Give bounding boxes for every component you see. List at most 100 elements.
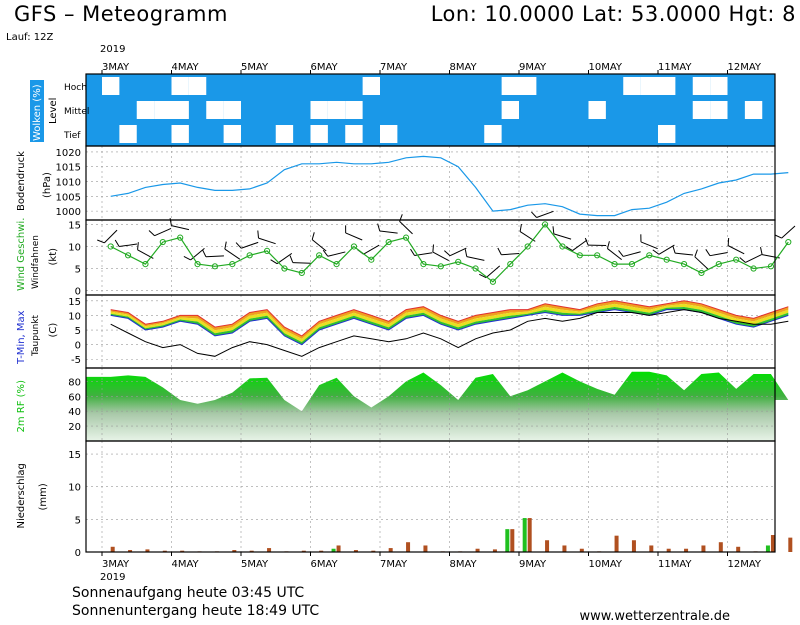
wind-axis-subtitle: Windfahnen	[31, 235, 41, 289]
y-tick-label: 60	[68, 392, 81, 403]
wind-barb	[363, 244, 380, 255]
tmin-line	[110, 309, 789, 346]
cloud-level-label: Mittel	[64, 107, 89, 117]
wind-barb-flag	[270, 259, 278, 265]
wind-speed-point	[489, 278, 497, 285]
wind-barb	[311, 239, 327, 252]
wind-barb	[623, 251, 641, 257]
y-tick-label: 40	[68, 407, 81, 418]
cloud-gap-hoch	[102, 77, 120, 95]
y-tick-label: 15	[68, 297, 81, 308]
wind-speed-point	[298, 269, 305, 277]
wind-barb	[103, 229, 118, 244]
wind-speed-point	[142, 261, 149, 268]
wind-barb	[345, 232, 363, 241]
wind-speed-point	[750, 265, 757, 272]
precip-axis-title: Niederschlag	[16, 463, 27, 528]
wind-barb-flag	[289, 255, 294, 263]
cloud-title-bg	[30, 80, 44, 142]
precip-axis-unit: (mm)	[38, 483, 49, 510]
wind-speed-point	[455, 258, 462, 266]
precip-bar	[527, 518, 532, 552]
date-label-top: 12MAY	[728, 62, 762, 73]
date-label-top: 7MAY	[380, 62, 408, 73]
precip-bar	[128, 550, 133, 552]
wind-speed-point	[559, 243, 566, 250]
wind-barb	[572, 239, 588, 251]
date-label-top: 4MAY	[172, 62, 200, 73]
wind-barb	[224, 248, 241, 260]
wind-barb-flag	[311, 232, 315, 240]
wind-speed-point	[159, 238, 166, 246]
precip-bar-convective	[765, 545, 770, 552]
temperature-axis-title: T-Min, Max	[16, 310, 27, 365]
wind-speed-point	[246, 252, 253, 259]
cloud-gap-tief	[275, 125, 294, 143]
dewpoint-line	[110, 309, 789, 357]
wind-barb	[119, 243, 138, 248]
wind-speed-point	[420, 261, 427, 268]
precip-bar	[267, 548, 272, 552]
cloud-gap-hoch	[692, 77, 711, 95]
wind-barb-flag	[531, 211, 537, 218]
wind-barb-flag	[760, 247, 763, 255]
wind-speed-point	[715, 261, 722, 268]
wind-barb-flag	[552, 226, 555, 234]
location-coordinates: Lon: 10.0000 Lat: 53.0000 Hgt: 8	[430, 2, 796, 26]
date-label-bottom: 6MAY	[311, 559, 339, 570]
cloud-gap-mittel	[345, 101, 363, 119]
cloud-level-label: Tief	[63, 131, 81, 141]
panel-border	[85, 440, 776, 553]
wind-speed-point	[350, 243, 358, 250]
date-label-bottom: 10MAY	[589, 559, 623, 570]
cloud-gap-hoch	[640, 77, 658, 95]
wind-speed-point	[124, 252, 132, 259]
wind-barb	[171, 225, 190, 231]
precip-bar	[388, 548, 393, 552]
wind-speed-point	[263, 247, 271, 254]
wind-speed-point	[541, 221, 549, 228]
tmin-band	[110, 307, 789, 345]
date-label-bottom: 5MAY	[241, 559, 269, 570]
wind-barb	[501, 252, 520, 256]
wind-barb	[694, 256, 709, 270]
precip-bar	[614, 535, 619, 552]
precip-bar	[110, 546, 115, 552]
cloud-gap-mittel	[154, 101, 172, 119]
precip-bar	[579, 548, 584, 552]
wind-speed-point	[507, 261, 514, 268]
date-label-top: 9MAY	[519, 62, 547, 73]
cloud-gap-mittel	[501, 101, 519, 119]
date-label-bottom: 11MAY	[658, 559, 692, 570]
wind-speed-point	[177, 234, 184, 241]
wind-barb	[640, 241, 658, 250]
website-link[interactable]: www.wetterzentrale.de	[579, 609, 730, 624]
cloud-gap-mittel	[327, 101, 346, 119]
wind-barb-flag	[432, 244, 435, 253]
y-tick-label: 5	[75, 515, 81, 526]
precip-bar	[406, 542, 411, 552]
cloud-gap-tief	[223, 125, 241, 143]
wind-barb-flag	[410, 248, 415, 256]
precip-bar	[788, 537, 793, 552]
precip-bar	[492, 549, 497, 552]
wind-barb	[241, 241, 259, 249]
wind-barb	[553, 233, 572, 240]
cloud-axis-title: Wolken (%)	[32, 84, 43, 141]
tmax-line	[110, 300, 789, 337]
precip-bar	[562, 545, 567, 552]
wind-barb	[536, 210, 554, 218]
wind-speed-point	[785, 238, 792, 246]
wind-barb-flag	[606, 241, 610, 249]
wind-barb-flag	[618, 250, 624, 257]
pressure-line	[110, 155, 789, 217]
wind-barb-flag	[183, 256, 191, 261]
date-label-bottom: 3MAY	[102, 559, 130, 570]
wind-speed-point	[524, 243, 531, 250]
date-label-bottom: 12MAY	[728, 559, 762, 570]
date-label-bottom: 8MAY	[450, 559, 478, 570]
wind-barb-flag	[345, 225, 347, 233]
y-tick-label: -5	[71, 355, 81, 366]
wind-speed-point	[646, 252, 653, 259]
wind-barb	[399, 221, 413, 235]
